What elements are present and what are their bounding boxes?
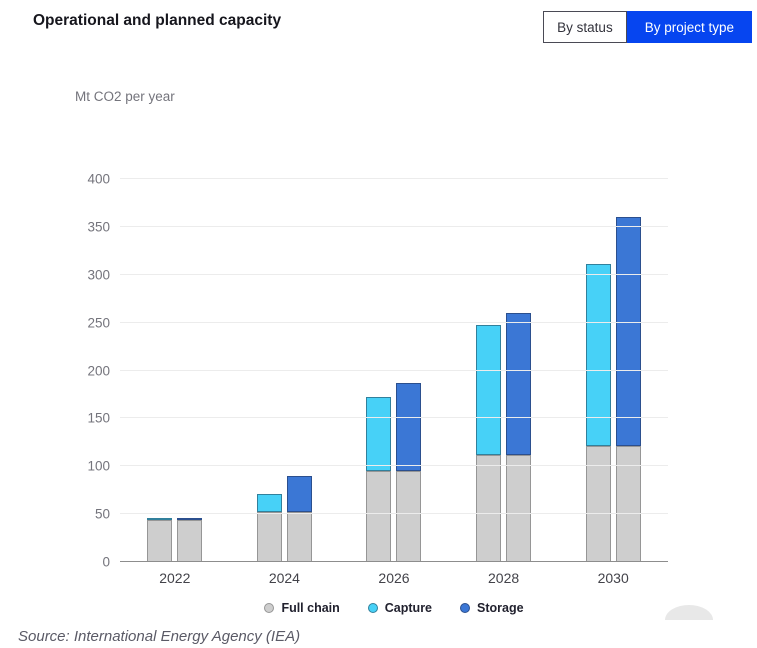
bar-2028-capture[interactable] [476, 179, 502, 562]
gridline [120, 273, 668, 275]
plot-area: 2022 2024 2026 2028 2030 [120, 178, 668, 586]
y-axis-tick-label: 250 [87, 315, 110, 331]
y-axis-tick-label: 400 [87, 171, 110, 187]
x-axis-line [120, 561, 668, 562]
segment-full-chain [396, 471, 422, 562]
y-axis-tick-label: 50 [94, 506, 110, 522]
segment-capture [585, 264, 611, 447]
gridline [120, 178, 668, 179]
chart-legend: Full chain Capture Storage [120, 601, 668, 615]
view-toggle: By status By project type [543, 11, 752, 43]
segment-full-chain [615, 446, 641, 562]
toggle-by-project-type[interactable]: By project type [626, 11, 752, 43]
gridline [120, 369, 668, 371]
gridline [120, 321, 668, 323]
page-title: Operational and planned capacity [33, 12, 282, 29]
bar-2026-capture[interactable] [366, 179, 392, 562]
x-axis-label: 2022 [159, 570, 191, 586]
toggle-by-status[interactable]: By status [543, 11, 627, 43]
segment-full-chain [177, 519, 203, 562]
bar-group-2030: 2030 [558, 179, 668, 586]
bar-2022-storage[interactable] [177, 179, 203, 562]
segment-full-chain [147, 519, 173, 562]
segment-storage [396, 382, 422, 472]
legend-item-storage[interactable]: Storage [460, 601, 524, 615]
segment-storage [177, 517, 203, 520]
y-axis-tick-label: 300 [87, 267, 110, 283]
segment-storage [286, 475, 312, 513]
full-chain-marker-icon [264, 603, 275, 613]
segment-capture [147, 517, 173, 520]
segment-storage [615, 217, 641, 447]
legend-item-full-chain[interactable]: Full chain [264, 601, 340, 615]
gridline [120, 417, 668, 419]
legend-label: Full chain [281, 601, 340, 615]
gridline [120, 225, 668, 227]
x-axis-label: 2030 [597, 570, 629, 586]
segment-full-chain [286, 512, 312, 562]
segment-storage [506, 313, 532, 455]
gridline [120, 465, 668, 467]
bar-group-2026: 2026 [339, 179, 449, 586]
y-axis-tick-label: 150 [87, 410, 110, 426]
bar-2028-storage[interactable] [506, 179, 532, 562]
y-axis-tick-label: 0 [102, 554, 110, 570]
segment-full-chain [585, 446, 611, 562]
bar-2026-storage[interactable] [396, 179, 422, 562]
legend-item-capture[interactable]: Capture [367, 601, 433, 615]
source-attribution: Source: International Energy Agency (IEA… [18, 628, 301, 645]
bar-2024-storage[interactable] [286, 179, 312, 562]
bar-2030-capture[interactable] [585, 179, 611, 562]
segment-full-chain [366, 471, 392, 562]
bar-group-2024: 2024 [230, 179, 340, 586]
capture-marker-icon [367, 603, 378, 613]
y-axis-labels: 0 50 100 150 200 250 300 350 400 [56, 172, 110, 570]
x-axis-label: 2028 [488, 570, 520, 586]
x-axis-label: 2024 [268, 570, 300, 586]
bar-group-2022: 2022 [120, 179, 230, 586]
y-axis-tick-label: 200 [87, 363, 110, 378]
storage-marker-icon [460, 603, 471, 613]
bar-groups: 2022 2024 2026 2028 2030 [120, 179, 668, 586]
bar-2030-storage[interactable] [615, 179, 641, 562]
segment-capture [366, 397, 392, 472]
gridline [120, 513, 668, 515]
floating-action-button-partial[interactable] [665, 605, 713, 620]
segment-capture [256, 494, 282, 513]
legend-label: Storage [477, 601, 524, 615]
segment-full-chain [506, 454, 532, 562]
bar-group-2028: 2028 [449, 179, 559, 586]
segment-full-chain [476, 454, 502, 562]
segment-capture [476, 324, 502, 455]
y-axis-unit-label: Mt CO2 per year [75, 89, 175, 104]
y-axis-tick-label: 100 [87, 458, 110, 474]
bar-2024-capture[interactable] [256, 179, 282, 562]
y-axis-tick-label: 350 [87, 219, 110, 235]
x-axis-label: 2026 [378, 570, 410, 586]
legend-label: Capture [384, 601, 433, 615]
bar-2022-capture[interactable] [147, 179, 173, 562]
segment-full-chain [256, 512, 282, 562]
